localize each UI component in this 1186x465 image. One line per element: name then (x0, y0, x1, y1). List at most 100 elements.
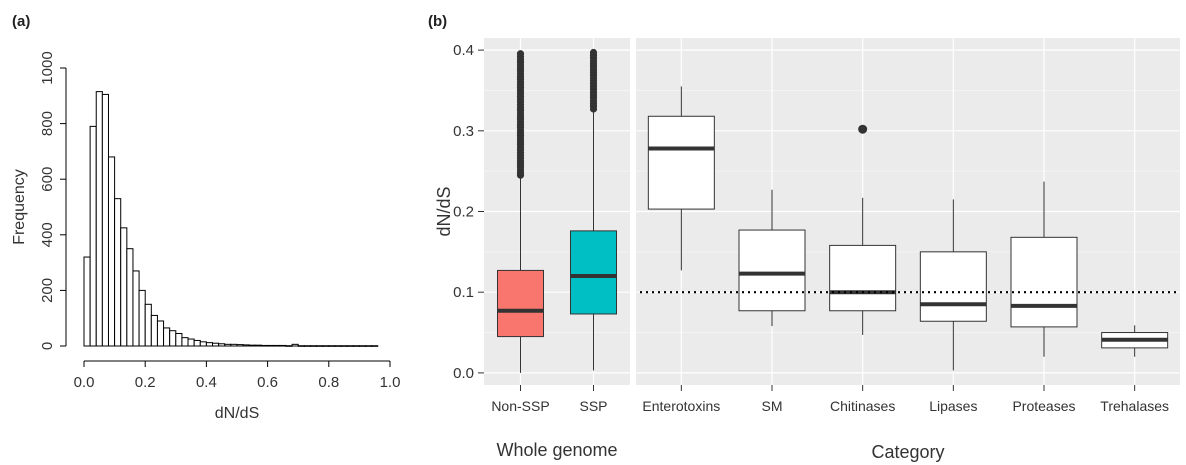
histogram-bar (126, 248, 134, 347)
histogram-panel: 0.0 0.2 0.4 0.6 0.8 1.0 dN/dS 0 200 400 600 800 1000… (11, 51, 400, 422)
histogram-bar (181, 337, 189, 347)
histogram-bar (218, 343, 226, 347)
histogram-bar (95, 91, 103, 347)
boxes (497, 48, 1180, 373)
y-axis-label: Frequency (11, 169, 28, 245)
outlier-point (589, 48, 598, 57)
y-tick-label: 0 (39, 342, 56, 350)
box-enterotoxins (647, 86, 715, 271)
histogram-bar (150, 314, 158, 347)
box-iqr (738, 229, 806, 312)
histogram-bar (193, 339, 201, 347)
x-tick-label: Enterotoxins (642, 398, 720, 414)
histogram-bar (230, 343, 238, 347)
x-tick-label: 0.8 (318, 374, 339, 391)
histogram-bar (83, 256, 91, 347)
y-axis-label: dN/dS (434, 186, 454, 236)
y-tick-label: 600 (39, 167, 56, 192)
histogram-bar (254, 344, 262, 347)
box-non-ssp (497, 50, 544, 373)
histogram-bar (285, 345, 293, 347)
histogram-bar (156, 320, 165, 347)
histogram-bar (132, 270, 140, 347)
histogram-bar (242, 344, 250, 347)
box-iqr (919, 251, 987, 322)
histogram-bar (138, 289, 146, 347)
x-tick-label: 0.2 (135, 374, 156, 391)
histogram-bar (322, 345, 330, 347)
box-proteases (1010, 181, 1078, 357)
box-iqr (647, 115, 715, 210)
outlier-point (516, 50, 525, 58)
y-tick-label: 200 (39, 278, 56, 303)
histogram-bar (303, 345, 311, 347)
y-tick-label: 0.1 (453, 284, 474, 301)
x-tick-label: Trehalases (1100, 398, 1169, 414)
y-tick-label: 0.2 (453, 204, 474, 221)
histogram-bar (291, 343, 299, 347)
histogram-bar (273, 344, 281, 347)
box-iqr (829, 244, 897, 312)
histogram-bar (297, 345, 305, 347)
x-tick-label: Proteases (1012, 398, 1075, 414)
x-tick-label: SM (762, 398, 783, 414)
histogram-bar (334, 345, 342, 347)
histogram-bar (260, 344, 269, 347)
histogram-bar (169, 330, 177, 347)
histogram-bar (248, 344, 256, 347)
histogram-bar (358, 345, 367, 347)
box-lipases (919, 199, 987, 371)
histogram-bar (267, 344, 275, 347)
histogram-bar (371, 345, 379, 347)
box-iqr (570, 230, 617, 315)
histogram-bar (101, 93, 109, 347)
y-tick-label: 400 (39, 222, 56, 247)
outlier-point (858, 124, 868, 134)
y-axis: 0.0 0.1 0.2 0.3 0.4 Non-SSP SSP Enterotoxins SM C… (453, 42, 1169, 414)
histogram-bar (107, 156, 116, 347)
histogram-bar (114, 198, 122, 347)
histogram-bar (328, 345, 336, 347)
x-tick-label: 1.0 (380, 374, 401, 391)
box-sm (738, 189, 806, 327)
histogram-bar (224, 343, 232, 347)
histogram-bar (175, 332, 183, 347)
histogram-bar (309, 345, 318, 347)
box-trehalases (1101, 325, 1169, 357)
histogram-bar (205, 342, 214, 347)
x-tick-label: Chitinases (830, 398, 895, 414)
panel-label-a: (a) (12, 13, 30, 30)
histogram-bar (236, 344, 244, 347)
x-tick-label: SSP (579, 398, 607, 414)
y-tick-label: 800 (39, 111, 56, 136)
histogram-bar (89, 125, 97, 347)
histogram-bar (187, 338, 195, 347)
histogram-bar (120, 227, 128, 347)
y-tick-label: 0.0 (453, 365, 474, 382)
histogram-bar (199, 341, 207, 347)
x-axis-label: dN/dS (215, 405, 259, 422)
histogram-bar (144, 303, 152, 347)
box-ssp (570, 48, 617, 371)
histogram-bar (346, 345, 354, 347)
histogram-bar (316, 345, 324, 347)
histogram-bar (212, 342, 220, 347)
y-tick-label: 1000 (39, 51, 56, 84)
y-tick-label: 0.4 (453, 42, 474, 59)
histogram-bar (279, 344, 287, 347)
x-tick-label: 0.0 (74, 374, 95, 391)
x-tick-label: 0.6 (257, 374, 278, 391)
histogram-bar (163, 327, 171, 347)
histogram-bar (352, 345, 360, 347)
histogram-bar (340, 345, 348, 347)
x-tick-label: 0.4 (196, 374, 217, 391)
histogram-bar (365, 345, 373, 347)
boxplot-panel: 0.0 0.1 0.2 0.3 0.4 Non-SSP SSP Enterotoxins SM C… (434, 38, 1180, 462)
facet-label-whole-genome: Whole genome (496, 440, 617, 460)
facet-label-category: Category (871, 442, 944, 462)
box-iqr (1010, 236, 1078, 328)
x-tick-label: Lipases (929, 398, 977, 414)
panel-label-b: (b) (428, 13, 447, 30)
x-tick-label: Non-SSP (491, 398, 549, 414)
